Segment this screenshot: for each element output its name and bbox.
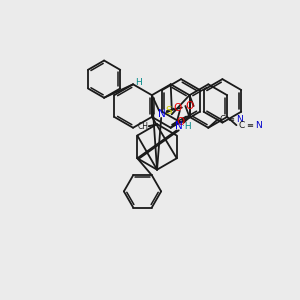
Text: C: C xyxy=(220,115,226,124)
Text: N: N xyxy=(255,121,262,130)
Text: S: S xyxy=(165,106,172,116)
Text: N: N xyxy=(236,115,243,124)
Text: ≡: ≡ xyxy=(228,115,235,124)
Text: H: H xyxy=(135,78,142,87)
Text: O: O xyxy=(185,101,194,111)
Text: C: C xyxy=(238,121,245,130)
Text: CH₃: CH₃ xyxy=(138,122,152,131)
Text: N: N xyxy=(175,121,183,131)
Text: ≡: ≡ xyxy=(246,121,254,130)
Text: O: O xyxy=(174,103,182,112)
Text: N: N xyxy=(158,109,166,119)
Text: O: O xyxy=(176,117,184,127)
Text: ·H: ·H xyxy=(182,122,192,131)
